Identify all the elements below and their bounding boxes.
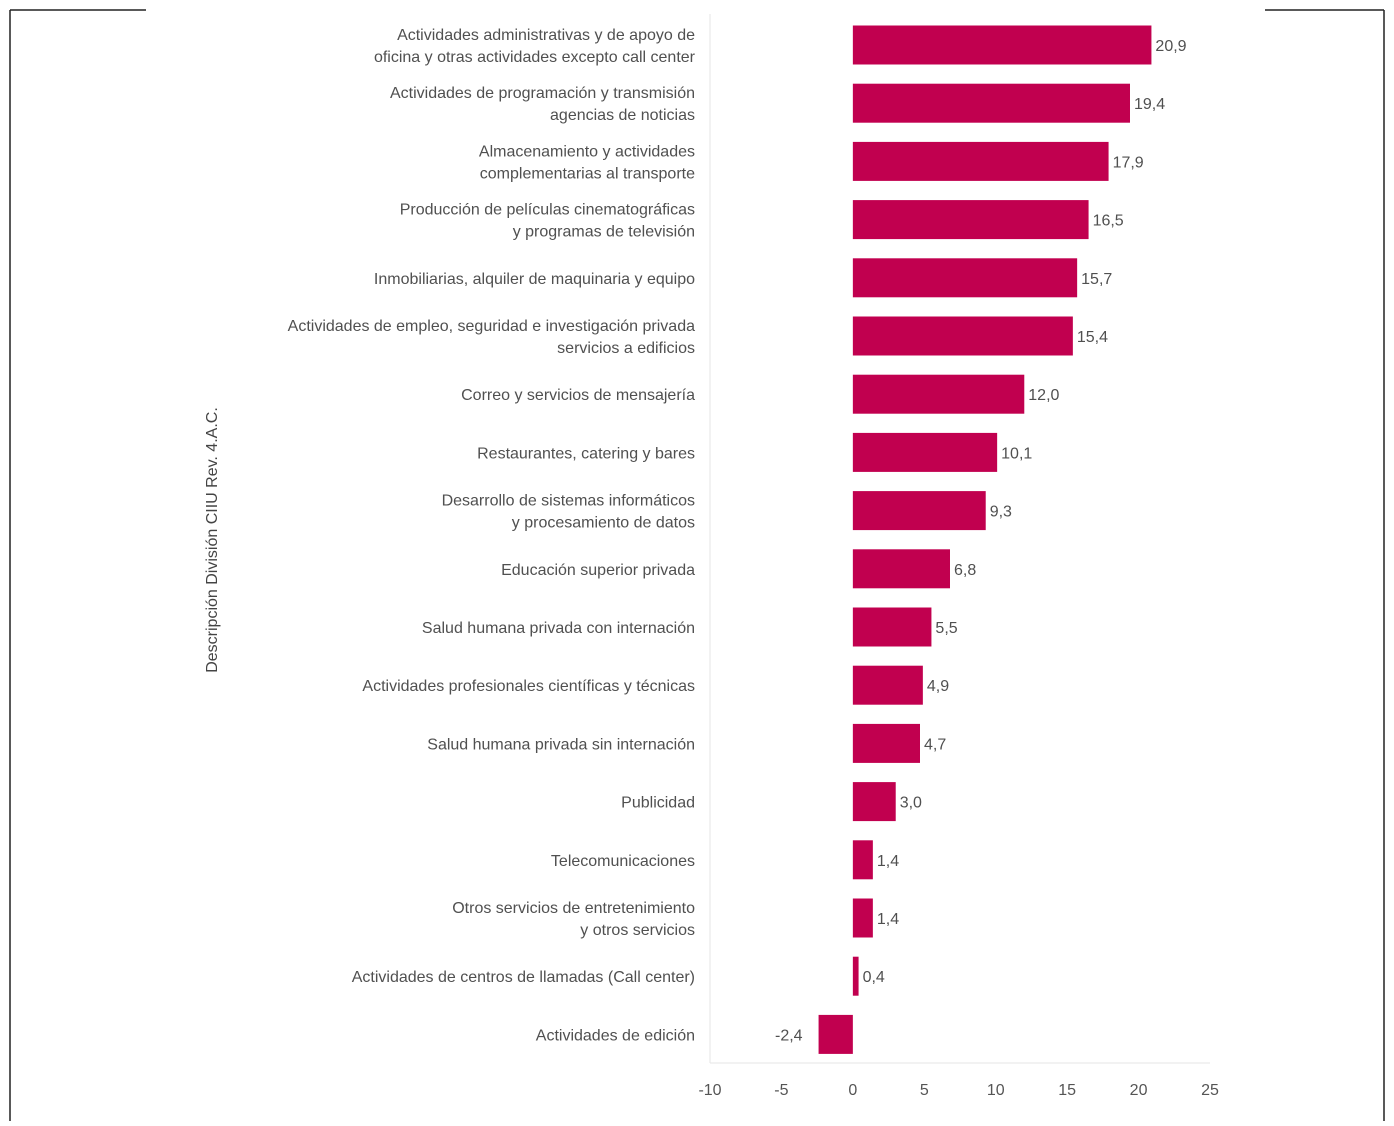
bar [818, 1014, 853, 1054]
bar [852, 549, 950, 589]
category-label-line: Telecomunicaciones [551, 853, 695, 870]
bar [852, 316, 1073, 356]
value-label: 9,3 [990, 504, 1012, 521]
value-label: 4,7 [924, 736, 946, 753]
category-label-line: Inmobiliarias, alquiler de maquinaria y … [374, 271, 695, 288]
category-label-line: y programas de televisión [513, 224, 695, 241]
category-label: Actividades administrativas y de apoyo d… [374, 27, 696, 66]
category-label: Actividades profesionales científicas y … [362, 678, 695, 695]
category-label-line: Actividades de edición [536, 1027, 695, 1044]
category-label-line: Producción de películas cinematográficas [400, 202, 695, 219]
value-label: 19,4 [1134, 96, 1165, 113]
category-label: Actividades de centros de llamadas (Call… [352, 969, 695, 986]
value-label: 17,9 [1113, 154, 1144, 171]
category-label-line: Actividades de centros de llamadas (Call… [352, 969, 695, 986]
category-label-line: servicios a edificios [557, 340, 695, 357]
category-label-line: oficina y otras actividades excepto call… [374, 49, 696, 66]
bar [852, 374, 1025, 414]
bar [852, 898, 873, 938]
x-tick-label: 20 [1130, 1082, 1148, 1099]
x-tick-label: -10 [698, 1082, 721, 1099]
category-label: Telecomunicaciones [551, 853, 695, 870]
value-label: 1,4 [877, 853, 899, 870]
category-label: Actividades de edición [536, 1027, 695, 1044]
x-tick-label: -5 [774, 1082, 788, 1099]
x-tick-label: 25 [1201, 1082, 1219, 1099]
category-label-line: y otros servicios [580, 922, 695, 939]
value-label: 10,1 [1001, 445, 1032, 462]
category-label: Inmobiliarias, alquiler de maquinaria y … [374, 271, 695, 288]
category-labels: Actividades administrativas y de apoyo d… [288, 27, 696, 1044]
category-label: Salud humana privada con internación [422, 620, 695, 637]
bar [852, 665, 923, 705]
category-label-line: Salud humana privada con internación [422, 620, 695, 637]
value-label: 3,0 [900, 795, 922, 812]
category-label-line: Educación superior privada [501, 562, 695, 579]
x-tick-label: 15 [1058, 1082, 1076, 1099]
category-label-line: Otros servicios de entretenimiento [452, 900, 695, 917]
bar [852, 200, 1089, 240]
category-label: Otros servicios de entretenimiento y otro… [452, 900, 695, 939]
bar [852, 840, 873, 880]
bar [852, 956, 859, 996]
category-label: Desarrollo de sistemas informáticos y pro… [442, 493, 695, 532]
bar [852, 432, 998, 472]
value-label: 0,4 [863, 969, 885, 986]
value-label: -2,4 [775, 1027, 803, 1044]
category-label-line: agencias de noticias [550, 107, 695, 124]
bar [852, 83, 1130, 123]
bar [852, 607, 932, 647]
category-label-line: Actividades administrativas y de apoyo d… [397, 27, 695, 44]
category-label-line: complementarias al transporte [480, 165, 695, 182]
category-label-line: Actividades de empleo, seguridad e inves… [288, 318, 695, 335]
x-ticks: -10 -5 0 5 10 15 20 25 [698, 1082, 1219, 1099]
category-label: Publicidad [621, 795, 695, 812]
category-label-line: y procesamiento de datos [512, 515, 695, 532]
bars [818, 25, 1152, 1054]
category-label-line: Publicidad [621, 795, 695, 812]
bar [852, 141, 1109, 181]
value-label: 15,7 [1081, 271, 1112, 288]
value-label: 1,4 [877, 911, 899, 928]
category-label: Correo y servicios de mensajería [461, 387, 695, 404]
category-label-line: Salud humana privada sin internación [427, 736, 695, 753]
value-label: 15,4 [1077, 329, 1108, 346]
x-tick-label: 10 [987, 1082, 1005, 1099]
value-label: 20,9 [1155, 38, 1186, 55]
category-label: Salud humana privada sin internación [427, 736, 695, 753]
category-label-line: Actividades profesionales científicas y … [362, 678, 695, 695]
category-label-line: Correo y servicios de mensajería [461, 387, 695, 404]
category-label: Actividades de empleo, seguridad e inves… [288, 318, 695, 357]
category-label: Producción de películas cinematográficas… [400, 202, 695, 241]
x-tick-label: 5 [920, 1082, 929, 1099]
value-label: 6,8 [954, 562, 976, 579]
category-label-line: Actividades de programación y transmisió… [390, 85, 695, 102]
value-label: 12,0 [1028, 387, 1059, 404]
bar [852, 782, 896, 822]
category-label-line: Desarrollo de sistemas informáticos [442, 493, 695, 510]
category-label-line: Almacenamiento y actividades [479, 143, 695, 160]
bar [852, 25, 1152, 65]
category-label: Actividades de programación y transmisió… [390, 85, 695, 124]
category-label: Educación superior privada [501, 562, 695, 579]
value-label: 16,5 [1093, 213, 1124, 230]
value-label: 5,5 [935, 620, 957, 637]
bar [852, 491, 986, 531]
value-label: 4,9 [927, 678, 949, 695]
category-label: Restaurantes, catering y bares [477, 445, 695, 462]
bar [852, 258, 1078, 298]
bar [852, 723, 920, 763]
y-axis-title: Descripción División CIIU Rev. 4.A.C. [204, 407, 221, 673]
category-label: Almacenamiento y actividades complementar… [479, 143, 695, 182]
category-label-line: Restaurantes, catering y bares [477, 445, 695, 462]
x-tick-label: 0 [848, 1082, 857, 1099]
value-labels: 20,9 19,4 17,9 16,5 15,7 15,4 12,0 10,1 9,3 6,8 5,… [775, 38, 1187, 1044]
